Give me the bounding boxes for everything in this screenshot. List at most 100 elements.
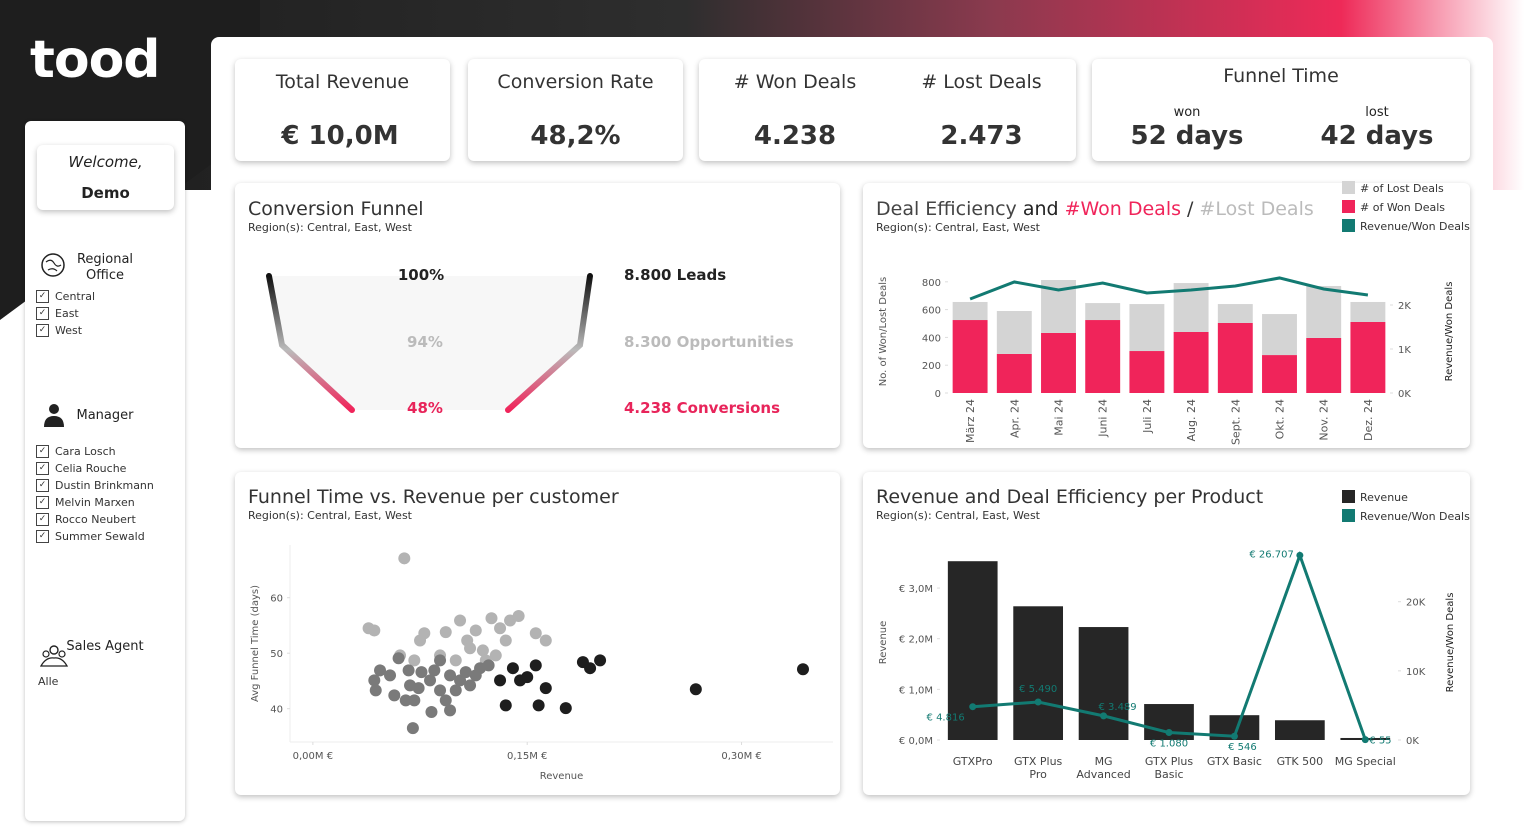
checkbox[interactable]: ✓ — [36, 324, 49, 337]
filter-option[interactable]: ✓ Central — [36, 288, 95, 305]
bar — [1173, 331, 1209, 393]
scatter-point — [464, 679, 477, 692]
scatter-point — [469, 624, 482, 637]
title-part: and — [1023, 198, 1059, 220]
filter-option[interactable]: ✓ Rocco Neubert — [36, 511, 136, 528]
x-tick-label: MG Special — [1335, 755, 1396, 768]
y-tick-label: 800 — [922, 278, 941, 289]
y-tick-label: € 0,0M — [899, 736, 933, 747]
filter-option[interactable]: ✓ Dustin Brinkmann — [36, 477, 154, 494]
bar — [1350, 321, 1386, 393]
region-icon — [41, 253, 65, 277]
checkbox[interactable]: ✓ — [36, 445, 49, 458]
scatter-point — [449, 654, 462, 667]
bar — [1217, 322, 1253, 393]
bar — [1262, 355, 1297, 393]
checkbox[interactable]: ✓ — [36, 513, 49, 526]
filter-option[interactable]: ✓ Melvin Marxen — [36, 494, 135, 511]
kpi-label: # Lost Deals — [921, 71, 1042, 93]
data-label: € 5.490 — [1019, 684, 1057, 695]
scatter-point — [489, 649, 502, 662]
bar — [1013, 606, 1064, 740]
filter-option[interactable]: ✓ East — [36, 305, 79, 322]
scatter-point — [439, 626, 452, 639]
legend-label: # of Won Deals — [1360, 201, 1445, 214]
x-tick-label: GTX Basic — [1207, 755, 1262, 768]
y-tick-label: 200 — [922, 361, 941, 372]
y2-tick-label: 0K — [1398, 389, 1411, 400]
x-tick-label: MG Advanced — [1076, 755, 1130, 781]
scatter-point — [529, 659, 542, 672]
title-part: #Won Deals — [1065, 198, 1181, 220]
bar — [1217, 304, 1253, 323]
scatter-point — [444, 704, 457, 717]
kpi-label: # Won Deals — [733, 71, 857, 93]
x-tick-label: 0,00M € — [293, 751, 333, 762]
checkbox[interactable]: ✓ — [36, 479, 49, 492]
kpi-sublabel: won — [1173, 105, 1201, 120]
bar — [1078, 627, 1129, 740]
scatter-point — [408, 694, 421, 707]
kpi-value: 52 days — [1130, 121, 1244, 151]
y2-tick-label: 10K — [1406, 667, 1426, 678]
filter-option[interactable]: ✓ Cara Losch — [36, 443, 116, 460]
filter-option[interactable]: ✓ Celia Rouche — [36, 460, 126, 477]
y-tick-label: € 2,0M — [899, 635, 933, 646]
x-tick-label: GTX Plus Basic — [1145, 755, 1194, 781]
legend-swatch — [1342, 490, 1355, 503]
y-tick-label: € 3,0M — [899, 584, 933, 595]
funnel-share: 94% — [407, 333, 443, 351]
kpi-label: Funnel Time — [1223, 65, 1339, 87]
kpi-card: Total Revenue € 10,0M — [235, 59, 450, 161]
y2-axis-label: Revenue/Won Deals — [1444, 282, 1455, 382]
checkbox[interactable]: ✓ — [36, 290, 49, 303]
bar — [1306, 285, 1342, 338]
line-point — [969, 703, 977, 711]
chart-title: Revenue and Deal Efficiency per Product — [876, 486, 1263, 508]
kpi-label: Total Revenue — [275, 71, 410, 93]
funnel-stage: 8.800 Leads — [624, 266, 726, 284]
checkbox[interactable]: ✓ — [36, 462, 49, 475]
option-label: Dustin Brinkmann — [55, 479, 154, 492]
legend-label: Revenue/Won Deals — [1360, 510, 1470, 523]
scatter-point — [559, 702, 572, 715]
scatter-point — [444, 669, 457, 682]
filter-title: Sales Agent — [66, 639, 144, 654]
scatter-point — [539, 634, 552, 647]
y-tick-label: 40 — [270, 705, 283, 716]
kpi-value: 48,2% — [530, 121, 621, 151]
filter-option[interactable]: ✓ Summer Sewald — [36, 528, 145, 545]
legend-label: Revenue/Won Deals — [1360, 220, 1470, 233]
data-label: € 55 — [1369, 736, 1391, 747]
scatter-point — [424, 674, 437, 687]
bar — [1129, 304, 1165, 352]
y-tick-label: 50 — [270, 649, 283, 660]
kpi-value: € 10,0M — [281, 121, 399, 151]
checkbox[interactable]: ✓ — [36, 496, 49, 509]
x-tick-label: Sept. 24 — [1229, 399, 1242, 445]
bar — [996, 353, 1032, 393]
scatter-point — [384, 669, 397, 682]
checkbox[interactable]: ✓ — [36, 530, 49, 543]
option-label: Rocco Neubert — [55, 513, 136, 526]
bar — [1262, 314, 1297, 356]
filter-title: Manager — [76, 408, 134, 423]
legend-label: Revenue — [1360, 491, 1408, 504]
scatter-point — [406, 722, 419, 735]
x-tick-label: Dez. 24 — [1362, 399, 1375, 441]
scatter-point — [796, 663, 809, 676]
filter-option[interactable]: ✓ West — [36, 322, 82, 339]
legend-label: # of Lost Deals — [1360, 182, 1444, 195]
scatter-point — [506, 662, 519, 675]
checkbox[interactable]: ✓ — [36, 307, 49, 320]
kpi-card: Conversion Rate 48,2% — [468, 59, 683, 161]
funnel-area — [270, 276, 590, 410]
filter-value[interactable]: Alle — [38, 675, 59, 688]
line — [969, 276, 1369, 301]
scatter-point — [439, 694, 452, 707]
x-tick-label: GTK 500 — [1277, 755, 1324, 768]
bar — [1350, 301, 1386, 322]
bar — [1085, 303, 1121, 321]
